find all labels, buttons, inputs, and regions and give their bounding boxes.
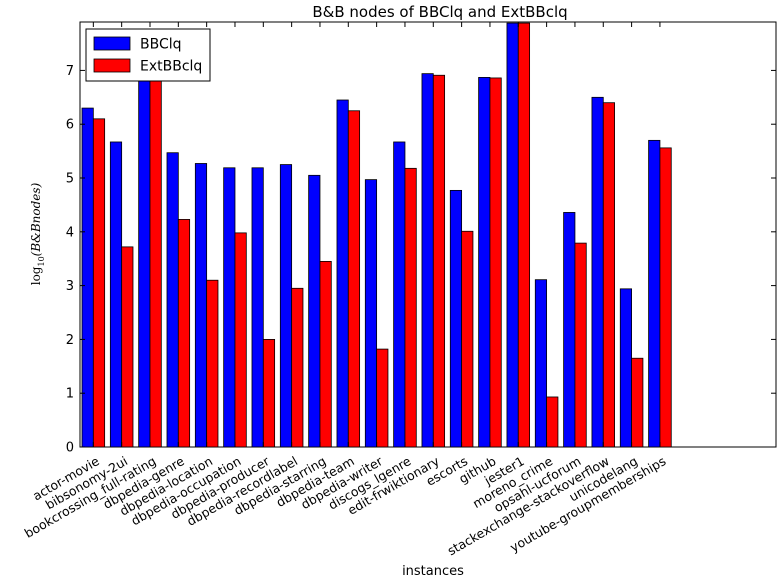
bar-extbbclq-dbpedia-genre [177, 219, 191, 448]
x-axis: actor-moviebibsonomy-2uibookcrossing_ful… [22, 22, 668, 558]
bar-extbbclq-youtube-groupmemberships [659, 147, 672, 448]
bar-bbclq-bibsonomy-2ui [109, 141, 123, 448]
bar-bbclq-jester1 [506, 22, 519, 448]
bar-extbbclq-dbpedia-occupation [234, 232, 247, 448]
bar-extbbclq-opsahl-ucforum [574, 242, 587, 448]
bar-extbbclq-discogs_lgenre [404, 167, 417, 448]
y-tick-label: 3 [66, 279, 74, 294]
bar-bbclq-moreno_crime [534, 279, 548, 448]
bar-bbclq-stackexchange-stackoverflow [591, 96, 604, 448]
bar-extbbclq-bibsonomy-2ui [121, 246, 134, 448]
bar-bbclq-dbpedia-location [194, 163, 208, 448]
bar-bbclq-dbpedia-writer [364, 179, 378, 448]
bar-bbclq-unicodelang [619, 288, 633, 448]
y-tick-label: 5 [66, 172, 74, 187]
bar-bbclq-bookcrossing_full-rating [138, 78, 151, 448]
legend-swatch-extbbclq [93, 58, 131, 73]
bar-extbbclq-dbpedia-recordlabel [291, 287, 304, 448]
legend-swatch-bbclq [93, 36, 131, 51]
bar-extbbclq-unicodelang [631, 357, 644, 448]
bar-extbbclq-github [489, 77, 502, 448]
legend: BBClq ExtBBclq [85, 28, 211, 82]
y-axis-label: log10(B&Bnodes) [29, 182, 46, 285]
legend-label-extbbclq: ExtBBclq [140, 59, 202, 75]
chart-title: B&B nodes of BBClq and ExtBBclq [312, 3, 567, 21]
bar-bbclq-github [478, 77, 491, 448]
bar-extbbclq-dbpedia-location [206, 279, 219, 448]
bar-bbclq-dbpedia-occupation [223, 167, 236, 448]
legend-label-bbclq: BBClq [140, 37, 182, 53]
bar-bbclq-youtube-groupmemberships [648, 139, 661, 448]
bar-extbbclq-dbpedia-starring [319, 260, 332, 448]
bar-extbbclq-dbpedia-writer [376, 348, 389, 448]
y-tick-label: 0 [66, 441, 74, 456]
bar-extbbclq-dbpedia-producer [262, 339, 276, 448]
x-axis-label: instances [402, 564, 464, 579]
bar-bbclq-edit-frwiktionary [421, 73, 434, 448]
bar-extbbclq-actor-movie [92, 118, 106, 448]
bar-bbclq-dbpedia-genre [166, 152, 179, 448]
y-tick-label: 6 [66, 118, 74, 133]
bar-bbclq-actor-movie [81, 107, 94, 448]
bar-extbbclq-moreno_crime [546, 396, 559, 448]
bar-extbbclq-escorts [461, 230, 474, 448]
bar-bbclq-escorts [449, 189, 463, 448]
bar-extbbclq-stackexchange-stackoverflow [602, 102, 616, 448]
y-tick-label: 1 [66, 387, 74, 402]
bar-bbclq-dbpedia-starring [308, 174, 321, 448]
y-tick-label: 2 [66, 333, 74, 348]
bars-group [81, 22, 672, 448]
bar-bbclq-opsahl-ucforum [563, 212, 576, 448]
bar-extbbclq-bookcrossing_full-rating [149, 79, 162, 448]
y-tick-label: 4 [66, 225, 74, 240]
bar-bbclq-dbpedia-team [336, 99, 349, 448]
y-tick-label: 7 [66, 64, 74, 79]
y-axis: 0 1 2 3 4 5 6 7 [66, 64, 776, 456]
bar-bbclq-dbpedia-producer [251, 167, 264, 448]
bar-extbbclq-dbpedia-team [347, 110, 361, 448]
bar-extbbclq-jester1 [517, 22, 531, 448]
bar-bbclq-discogs_lgenre [393, 141, 406, 448]
bar-extbbclq-edit-frwiktionary [432, 74, 446, 448]
bar-bbclq-dbpedia-recordlabel [279, 164, 293, 448]
